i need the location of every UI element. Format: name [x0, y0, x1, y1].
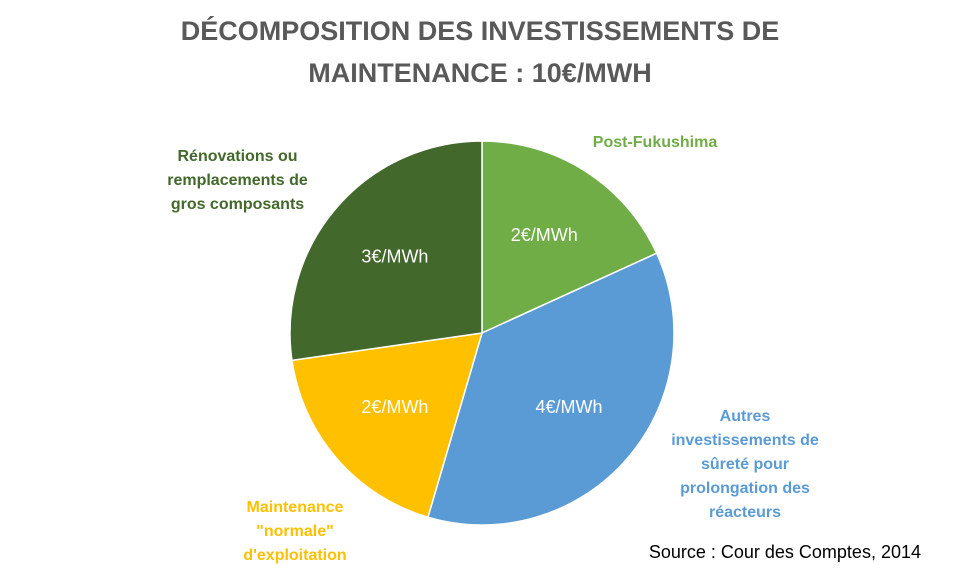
category-label: Post-Fukushima	[592, 134, 718, 151]
value-label: 3€/MWh	[361, 246, 428, 266]
pie-slice	[291, 332, 484, 519]
pie-slice	[289, 140, 483, 362]
source-note: Source : Cour des Comptes, 2014	[648, 542, 921, 562]
category-label: Autres investissements de sûreté pour pr…	[671, 408, 819, 521]
value-label: 2€/MWh	[511, 225, 578, 245]
category-label: Rénovations ou remplacements de gros com…	[167, 148, 308, 213]
value-label: 2€/MWh	[361, 397, 428, 417]
value-label: 4€/MWh	[536, 397, 603, 417]
pie-slice	[426, 252, 675, 526]
pie-slice	[481, 140, 658, 335]
category-label: Maintenance "normale" d'exploitation	[243, 499, 347, 564]
chart-title: DÉCOMPOSITION DES INVESTISSEMENTS DE MAI…	[180, 16, 780, 88]
